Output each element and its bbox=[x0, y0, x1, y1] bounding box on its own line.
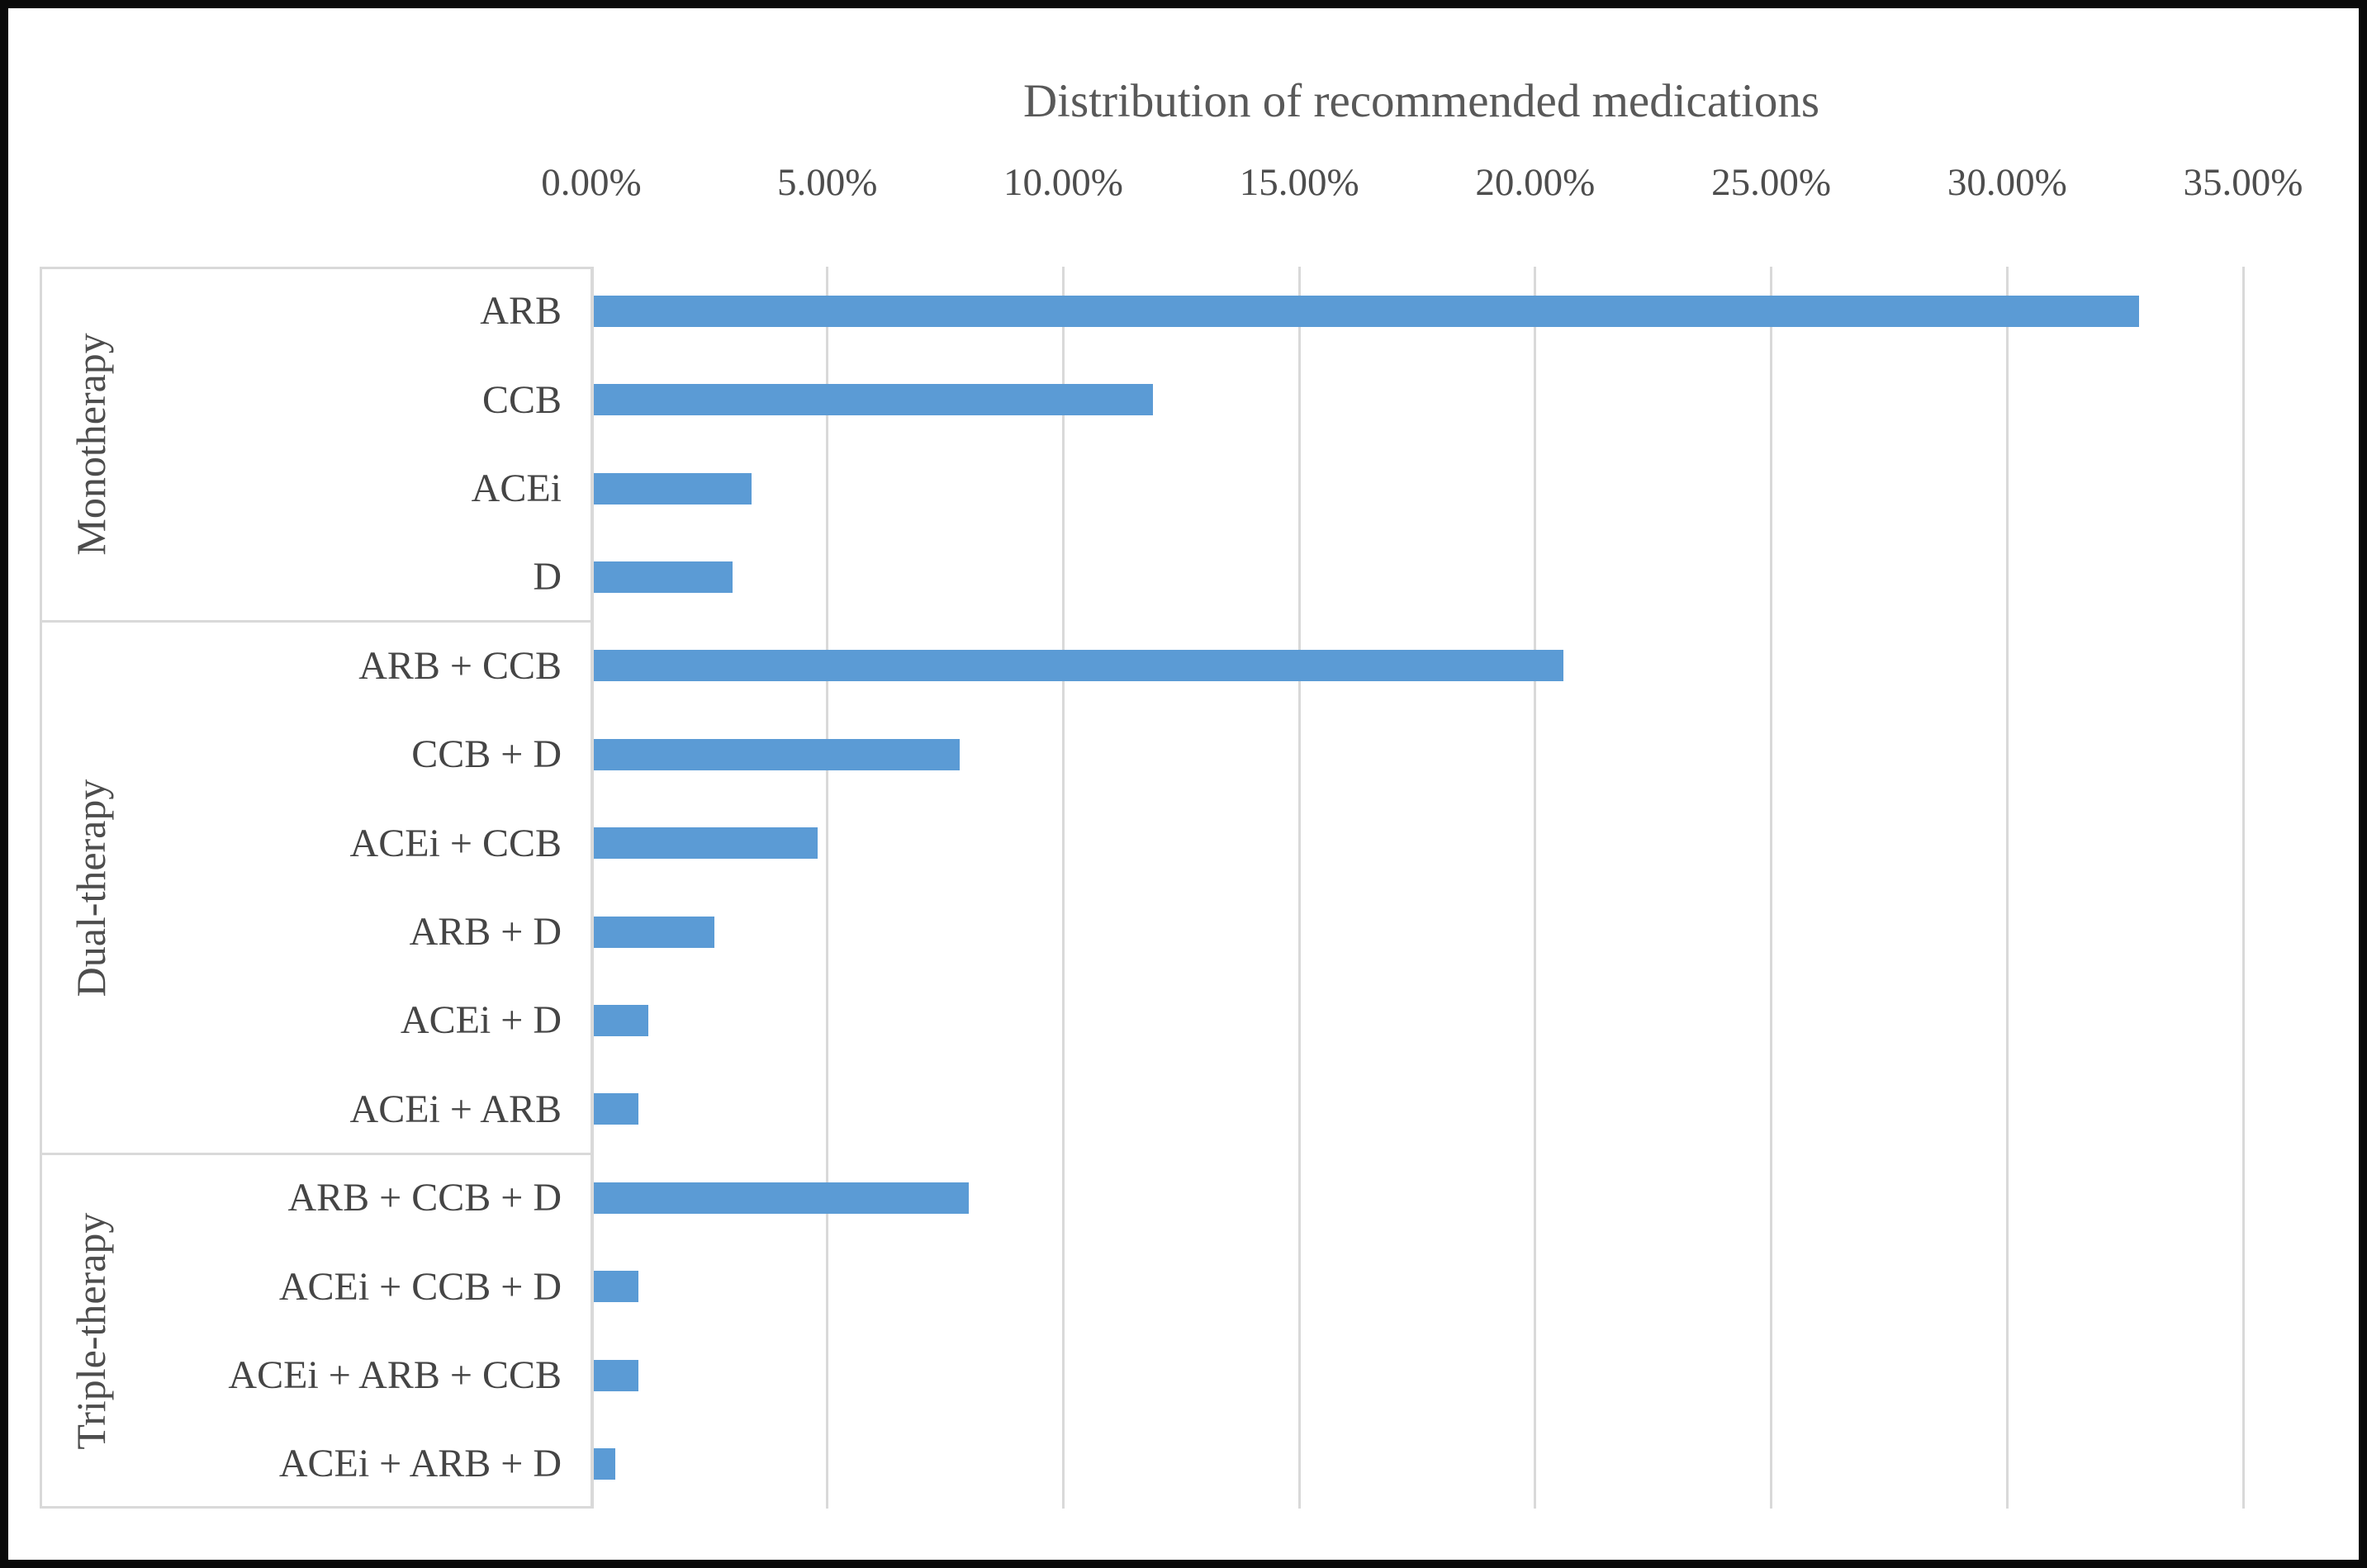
category-label: D bbox=[533, 555, 562, 599]
bar bbox=[594, 1271, 639, 1303]
category-label: CCB + D bbox=[411, 732, 562, 777]
group-divider bbox=[40, 620, 594, 623]
x-axis-tick-label: 30.00% bbox=[1947, 161, 2067, 204]
bar bbox=[594, 384, 1153, 416]
category-label: ARB bbox=[480, 289, 562, 334]
category-label: ACEi + ARB + D bbox=[278, 1442, 562, 1486]
gridline bbox=[1061, 267, 1065, 1509]
bar bbox=[594, 1093, 639, 1125]
x-axis-tick-label: 15.00% bbox=[1239, 161, 1359, 204]
category-label: ARB + CCB + D bbox=[287, 1176, 562, 1220]
gridline bbox=[826, 267, 829, 1509]
category-label: CCB bbox=[481, 377, 562, 422]
category-label: ACEi + D bbox=[400, 998, 562, 1043]
bar bbox=[594, 827, 818, 860]
category-label: ACEi + ARB + CCB bbox=[228, 1352, 562, 1397]
category-axis-box bbox=[40, 267, 594, 1509]
bar bbox=[594, 916, 714, 948]
x-axis-tick-label: 35.00% bbox=[2183, 161, 2303, 204]
gridline bbox=[1534, 267, 1537, 1509]
category-label: ACEi + CCB + D bbox=[278, 1264, 562, 1309]
bar bbox=[594, 1004, 648, 1036]
bar bbox=[594, 1359, 639, 1391]
gridline bbox=[1770, 267, 1773, 1509]
bar bbox=[594, 472, 752, 505]
bar bbox=[594, 738, 960, 770]
bar bbox=[594, 561, 733, 593]
x-axis-tick-label: 5.00% bbox=[777, 161, 878, 204]
category-label: ACEi + ARB bbox=[349, 1087, 562, 1131]
category-label: ACEi bbox=[471, 466, 562, 510]
x-axis-tick-label: 0.00% bbox=[541, 161, 642, 204]
bar bbox=[594, 1182, 970, 1214]
x-axis-tick-label: 25.00% bbox=[1711, 161, 1832, 204]
gridline bbox=[2241, 267, 2245, 1509]
category-label: ARB + D bbox=[409, 909, 562, 954]
gridline bbox=[1297, 267, 1301, 1509]
bar bbox=[594, 1447, 615, 1480]
chart-title: Distribution of recommended medications bbox=[1022, 75, 1820, 127]
x-axis-tick-label: 10.00% bbox=[1003, 161, 1123, 204]
group-divider bbox=[40, 1152, 594, 1155]
gridline bbox=[2005, 267, 2009, 1509]
x-axis-tick-label: 20.00% bbox=[1475, 161, 1596, 204]
bar bbox=[594, 650, 1564, 682]
category-label: ACEi + CCB bbox=[349, 821, 562, 865]
bar bbox=[594, 295, 2140, 327]
category-label: ARB + CCB bbox=[358, 643, 562, 688]
